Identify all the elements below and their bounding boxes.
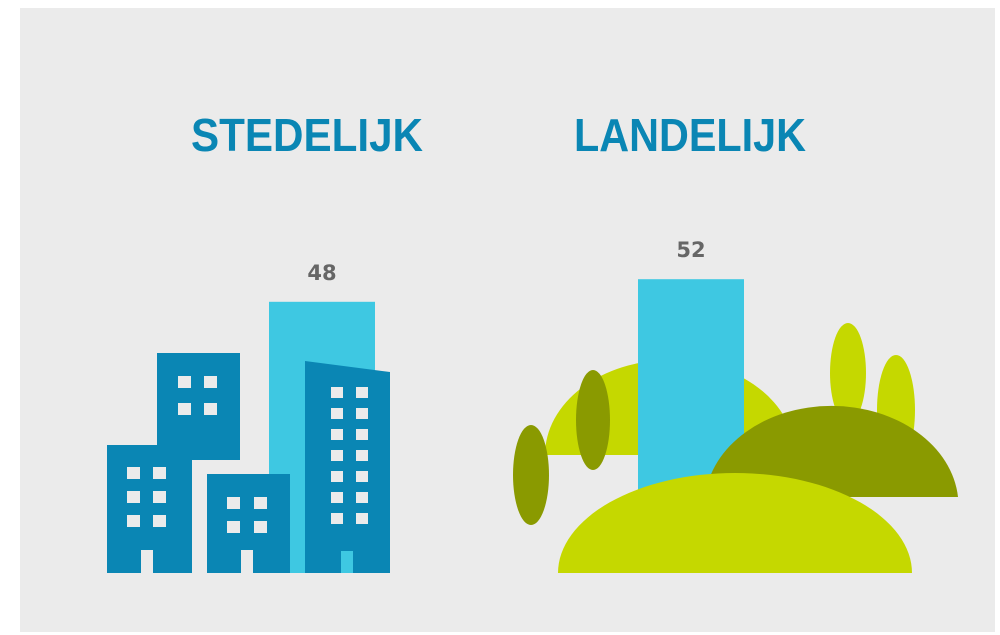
value-label: 48 <box>307 261 336 285</box>
value-label: 52 <box>676 238 705 262</box>
illustrations <box>107 323 958 573</box>
tree <box>576 370 610 470</box>
windows <box>127 376 368 573</box>
category-title: STEDELIJK <box>191 109 423 161</box>
building <box>305 361 390 573</box>
tree <box>513 425 549 525</box>
hill <box>558 473 912 573</box>
category-title: LANDELIJK <box>574 109 806 161</box>
tree <box>830 323 866 423</box>
building <box>157 353 240 460</box>
hill <box>705 405 958 497</box>
door <box>341 551 353 573</box>
